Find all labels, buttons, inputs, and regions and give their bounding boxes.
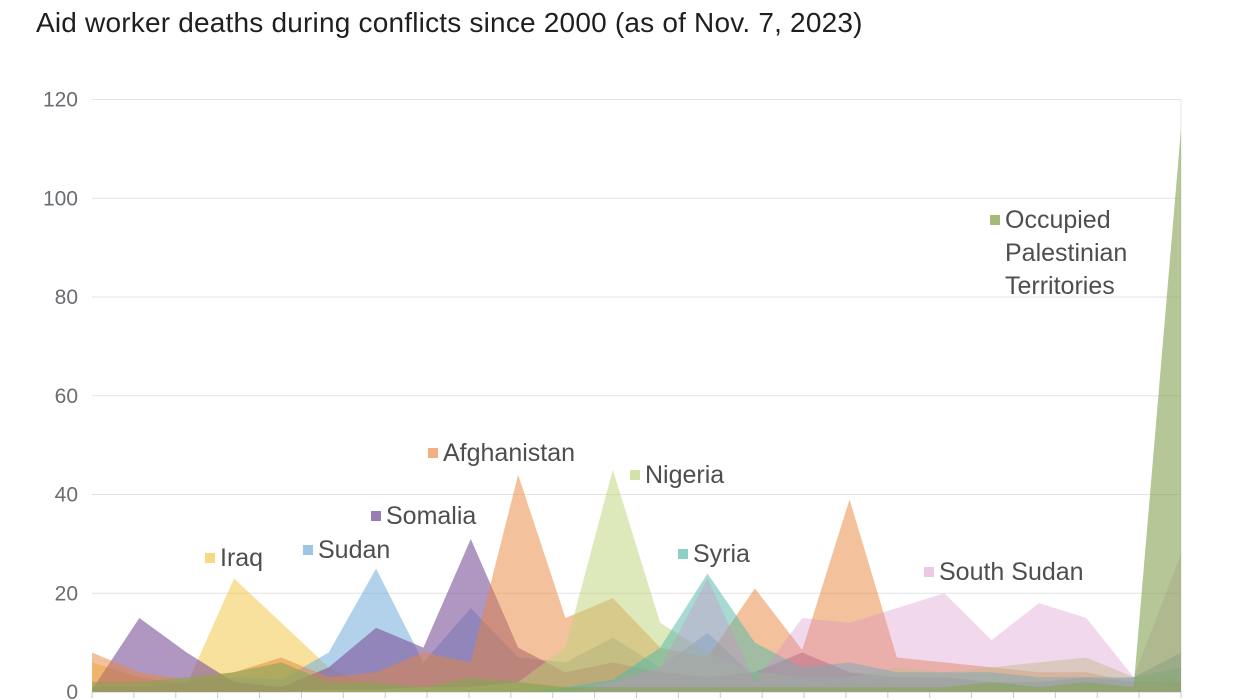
y-axis-label-80: 80	[55, 286, 78, 309]
y-axis-label-20: 20	[55, 582, 78, 605]
y-axis-label-40: 40	[55, 484, 78, 507]
y-axis-label-120: 120	[43, 89, 78, 112]
chart-title: Aid worker deaths during conflicts since…	[36, 7, 863, 38]
y-axis-label-0: 0	[66, 681, 78, 700]
y-axis-label-100: 100	[43, 187, 78, 210]
area-syria	[92, 573, 1181, 692]
area-somalia	[92, 538, 1181, 692]
area-south-sudan	[92, 553, 1181, 692]
area-nigeria	[92, 469, 1181, 692]
y-axis-label-60: 60	[55, 385, 78, 408]
